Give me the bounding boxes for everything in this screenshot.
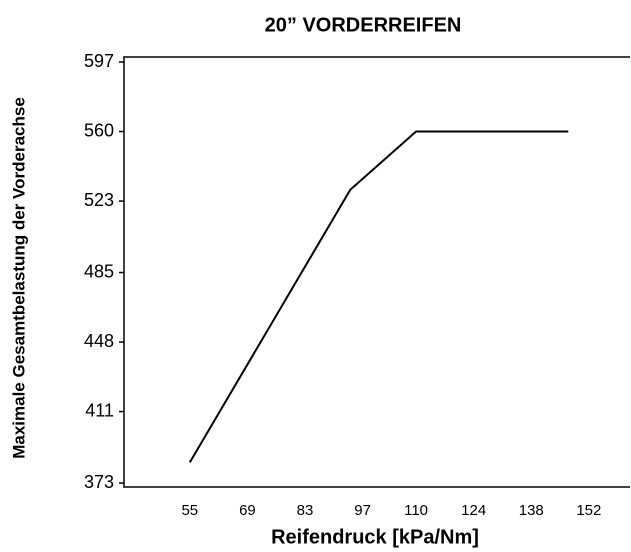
y-tick-label: 523 (84, 190, 114, 210)
y-tick-label: 485 (84, 261, 114, 281)
y-tick-label: 373 (84, 472, 114, 492)
x-tick-label: 124 (461, 502, 486, 519)
axis-frame (123, 56, 630, 488)
x-tick-label: 55 (181, 502, 198, 519)
x-tick-label: 152 (576, 502, 601, 519)
y-tick-label: 448 (84, 331, 114, 351)
x-axis-label: Reifendruck [kPa/Nm] (271, 526, 479, 548)
y-tick-label: 411 (85, 400, 114, 420)
data-line (188, 130, 569, 463)
x-tick-label: 110 (404, 502, 428, 519)
x-tick-label: 138 (519, 502, 544, 519)
chart-title: 20” VORDERREIFEN (265, 14, 462, 36)
y-axis-label: Maximale Gesamtbelastung der Vorderachse (9, 97, 28, 459)
y-tick-label: 560 (84, 120, 114, 140)
x-tick-label: 83 (297, 502, 314, 519)
x-tick-label: 69 (239, 502, 256, 519)
y-tick-label: 597 (84, 51, 114, 71)
x-tick-label: 97 (354, 502, 371, 519)
